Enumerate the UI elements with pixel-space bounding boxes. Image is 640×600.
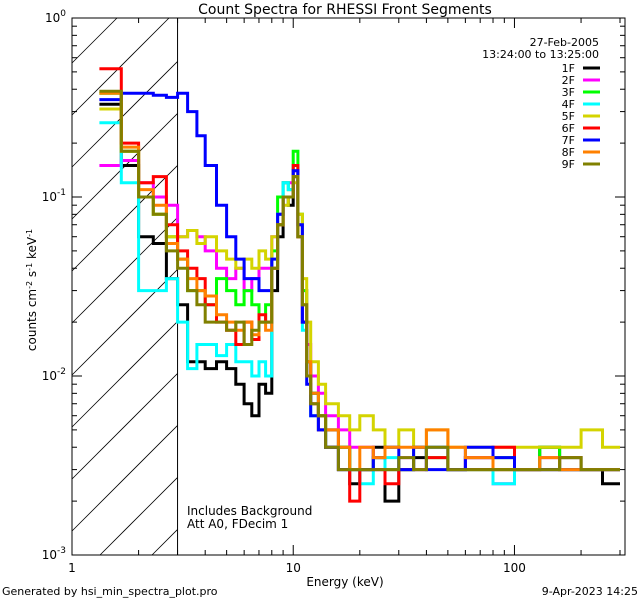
y-tick-label: 10-2 — [42, 367, 66, 383]
x-axis-label: Energy (keV) — [306, 575, 383, 589]
hatch-line — [71, 373, 178, 480]
hatch-line — [71, 321, 178, 428]
chart-title: Count Spectra for RHESSI Front Segments — [198, 2, 492, 18]
legend-header-line: 27-Feb-2005 — [530, 36, 599, 49]
axis-ticks: 1 10 100 100 10-1 10-2 10-3 — [42, 9, 625, 575]
legend-label-8F: 8F — [562, 146, 575, 159]
legend-label-3F: 3F — [562, 86, 575, 99]
hatch-line — [71, 217, 178, 324]
annotation-attenuator: Att A0, FDecim 1 — [187, 517, 288, 531]
hatch-line — [71, 165, 178, 272]
x-tick-label: 1 — [68, 561, 76, 575]
hatch-line — [99, 477, 178, 556]
hatch-line — [71, 269, 178, 376]
footer-timestamp: 9-Apr-2023 14:25 — [542, 585, 638, 598]
hatch-line — [71, 17, 170, 116]
hatch-line — [151, 529, 178, 556]
hatch-line — [71, 425, 178, 532]
legend-label-5F: 5F — [562, 110, 575, 123]
footer-generated-by: Generated by hsi_min_spectra_plot.pro — [2, 585, 218, 598]
x-tick-label: 10 — [286, 561, 301, 575]
x-tick-label: 100 — [503, 561, 526, 575]
y-tick-label: 10-1 — [42, 188, 66, 204]
legend-header-line: 13:24:00 to 13:25:00 — [482, 48, 599, 61]
plot-frame — [71, 17, 626, 556]
hatched-region — [71, 17, 179, 556]
legend-label-9F: 9F — [562, 158, 575, 171]
series-line-9F — [99, 89, 620, 472]
y-tick-label: 100 — [45, 9, 66, 25]
hatch-line — [71, 61, 178, 168]
series-line-6F — [99, 67, 620, 503]
hatch-line — [71, 17, 118, 64]
legend-label-4F: 4F — [562, 98, 575, 111]
legend-label-1F: 1F — [562, 62, 575, 75]
legend-label-2F: 2F — [562, 74, 575, 87]
legend-label-6F: 6F — [562, 122, 575, 135]
y-tick-label: 10-3 — [42, 546, 66, 562]
y-axis-label: counts cm-2 s-1 keV-1 — [25, 229, 40, 351]
annotation-background: Includes Background — [187, 504, 312, 518]
series-group — [99, 67, 620, 503]
legend-label-7F: 7F — [562, 134, 575, 147]
